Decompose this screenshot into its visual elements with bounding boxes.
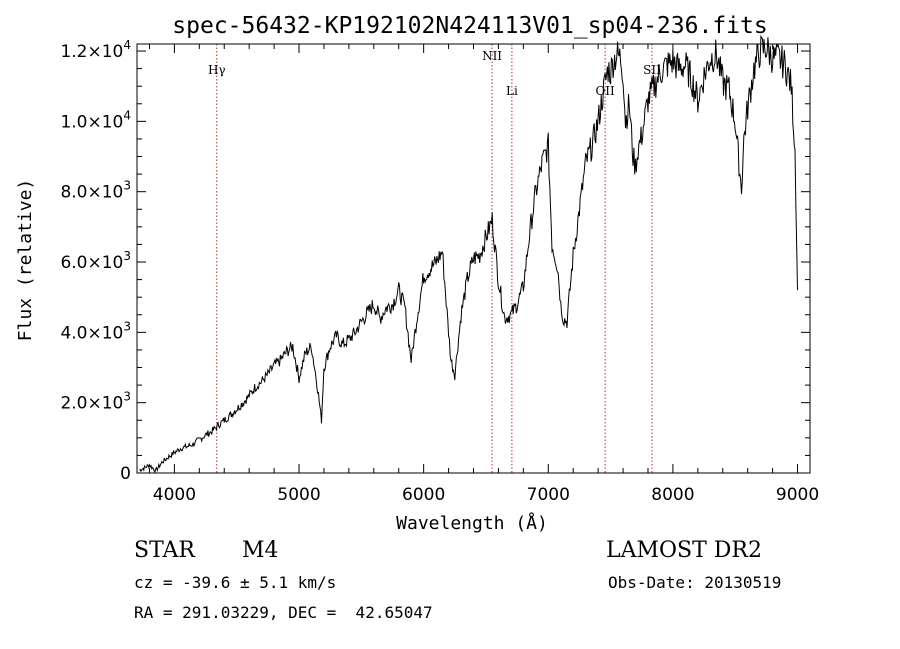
sky-coordinates: RA = 291.03229, DEC = 42.65047 <box>134 603 433 622</box>
x-tick-label: 8000 <box>651 485 694 505</box>
x-tick-label: 5000 <box>277 485 320 505</box>
spectrum-series <box>139 34 798 474</box>
object-type: STAR <box>134 538 195 563</box>
line-marker-label: Hγ <box>208 63 226 77</box>
spectral-subclass: M4 <box>242 538 279 563</box>
y-tick-labels: 0 2.0×103 4.0×103 6.0×103 8.0×103 1.0×104 1.2×… <box>60 38 131 484</box>
line-markers: Hγ NII Li OII SII <box>208 44 661 473</box>
y-tick-label: 1.0×104 <box>60 108 131 132</box>
x-tick-labels: 4000 5000 6000 7000 8000 9000 <box>153 485 819 505</box>
line-marker-label: OII <box>595 84 615 98</box>
y-tick-label: 0 <box>120 464 131 484</box>
chart-title: spec-56432-KP192102N424113V01_sp04-236.f… <box>172 13 767 39</box>
x-tick-label: 7000 <box>527 485 570 505</box>
x-tick-label: 4000 <box>153 485 196 505</box>
line-marker-label: Li <box>506 84 518 98</box>
observation-date: Obs-Date: 20130519 <box>608 573 782 592</box>
line-marker-label: SII <box>643 63 661 77</box>
y-axis-label: Flux (relative) <box>15 179 36 342</box>
y-tick-label: 8.0×103 <box>60 179 131 203</box>
spectrum-line <box>139 34 798 474</box>
plot-axes <box>136 43 811 474</box>
y-tick-label: 4.0×103 <box>60 319 131 343</box>
redshift-velocity: cz = -39.6 ± 5.1 km/s <box>134 573 337 592</box>
x-axis-label: Wavelength (Å) <box>396 512 548 534</box>
y-tick-label: 2.0×103 <box>60 390 131 414</box>
x-tick-label: 6000 <box>402 485 445 505</box>
line-marker-label: NII <box>482 49 502 63</box>
y-tick-label: 6.0×103 <box>60 249 131 273</box>
y-tick-label: 1.2×104 <box>60 38 131 62</box>
x-tick-label: 9000 <box>776 485 819 505</box>
survey-name: LAMOST DR2 <box>606 538 762 563</box>
